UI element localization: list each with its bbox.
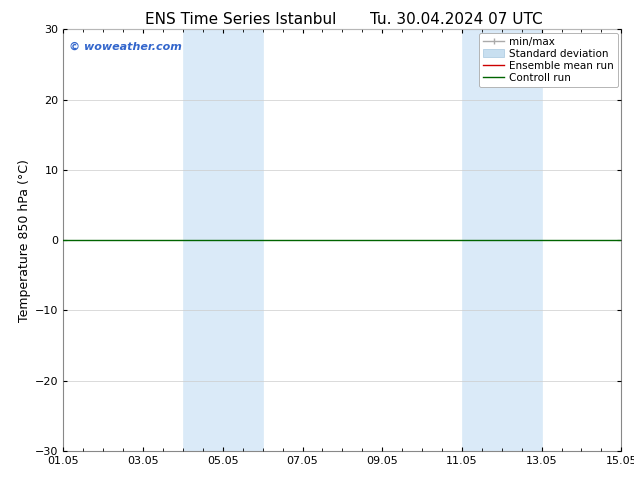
Text: © woweather.com: © woweather.com xyxy=(69,42,182,52)
Bar xyxy=(462,29,541,451)
Bar xyxy=(183,29,262,451)
Text: ENS Time Series Istanbul: ENS Time Series Istanbul xyxy=(145,12,337,27)
Y-axis label: Temperature 850 hPa (°C): Temperature 850 hPa (°C) xyxy=(18,159,31,321)
Text: Tu. 30.04.2024 07 UTC: Tu. 30.04.2024 07 UTC xyxy=(370,12,543,27)
Legend: min/max, Standard deviation, Ensemble mean run, Controll run: min/max, Standard deviation, Ensemble me… xyxy=(479,32,618,87)
